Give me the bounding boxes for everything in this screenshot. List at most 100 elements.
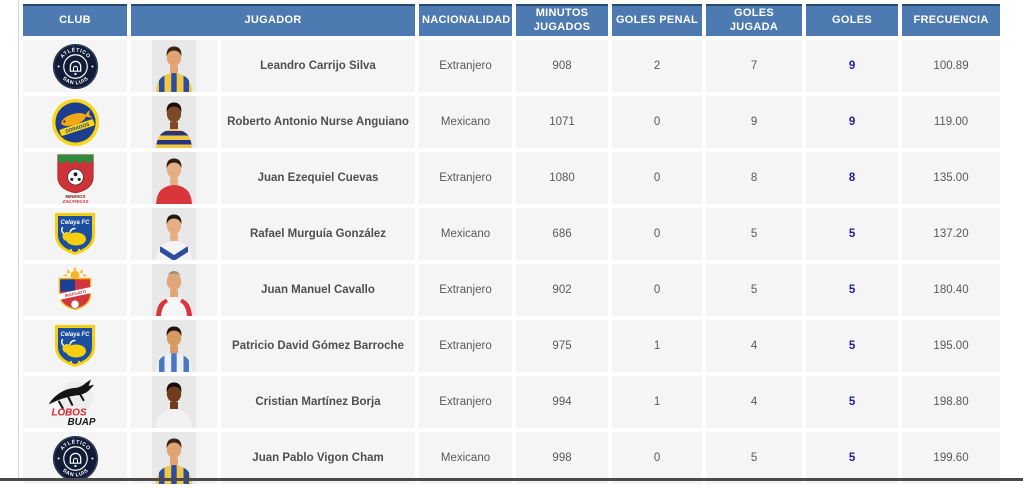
svg-text:SAN LUIS: SAN LUIS <box>61 75 90 86</box>
player-nationality: Extranjero <box>419 40 513 92</box>
player-nationality: Extranjero <box>419 376 513 428</box>
header-minutos-jugados: MINUTOS JUGADOS <box>516 4 609 36</box>
player-name: Roberto Antonio Nurse Anguiano <box>227 116 409 128</box>
player-photo <box>131 320 217 372</box>
open-play-goals: 7 <box>706 40 803 92</box>
header-goles-penal: GOLES PENAL <box>612 4 703 36</box>
minutes-played: 994 <box>516 376 609 428</box>
total-goals: 5 <box>806 376 899 428</box>
svg-text:Celaya FC: Celaya FC <box>60 220 90 226</box>
club-logo-mineros: MINEROS ZACATECAS <box>23 152 127 204</box>
header-nacionalidad: NACIONALIDAD <box>419 4 513 36</box>
club-logo-atletico-san-luis: ATLÉTICO SAN LUIS <box>23 435 127 482</box>
open-play-goals: 5 <box>706 264 803 316</box>
total-goals: 9 <box>806 96 899 148</box>
club-logo-atletico-san-luis: ATLÉTICO SAN LUIS <box>23 43 127 90</box>
open-play-goals: 5 <box>706 432 803 484</box>
total-goals: 9 <box>806 40 899 92</box>
club-logo-celaya: Celaya FC <box>23 321 127 371</box>
table-row: Celaya FC Patricio David Gómez Barroche … <box>23 320 1001 372</box>
penalty-goals: 0 <box>612 208 703 260</box>
minutes-played: 686 <box>516 208 609 260</box>
player-name: Cristian Martínez Borja <box>255 396 381 408</box>
penalty-goals: 0 <box>612 264 703 316</box>
total-goals: 8 <box>806 152 899 204</box>
player-name: Juan Pablo Vigon Cham <box>252 452 384 464</box>
table-row: LOBOS BUAP Cristian Martínez Borja Extra… <box>23 376 1001 428</box>
page-bottom-border <box>0 478 1023 481</box>
total-goals: 5 <box>806 432 899 484</box>
table-row: ATLÉTICO SAN LUIS Juan Pablo Vigon Cham … <box>23 432 1001 484</box>
svg-text:MINEROS: MINEROS <box>65 194 85 199</box>
minutes-played: 998 <box>516 432 609 484</box>
goal-stats-table: CLUB JUGADOR NACIONALIDAD MINUTOS JUGADO… <box>19 0 1004 488</box>
player-photo <box>131 152 217 204</box>
player-photo <box>131 40 217 92</box>
minutes-played: 1080 <box>516 152 609 204</box>
header-jugador: JUGADOR <box>131 4 416 36</box>
player-nationality: Mexicano <box>419 432 513 484</box>
open-play-goals: 9 <box>706 96 803 148</box>
player-nationality: Extranjero <box>419 152 513 204</box>
header-goles: GOLES <box>806 4 899 36</box>
svg-text:IRAPUATO: IRAPUATO <box>64 289 87 299</box>
svg-text:ZACATECAS: ZACATECAS <box>61 199 88 204</box>
svg-text:Celaya FC: Celaya FC <box>60 332 90 338</box>
table-row: ATLÉTICO SAN LUIS Leandro Carrijo Silva … <box>23 40 1001 92</box>
minutes-played: 975 <box>516 320 609 372</box>
player-nationality: Mexicano <box>419 96 513 148</box>
club-logo-irapuato: IRAPUATO <box>23 266 127 314</box>
penalty-goals: 0 <box>612 432 703 484</box>
player-photo <box>131 264 217 316</box>
svg-text:SAN LUIS: SAN LUIS <box>61 467 90 478</box>
player-photo <box>131 208 217 260</box>
header-frecuencia: FRECUENCIA <box>902 4 1001 36</box>
player-name: Leandro Carrijo Silva <box>260 60 376 72</box>
table-body: ATLÉTICO SAN LUIS Leandro Carrijo Silva … <box>23 40 1001 484</box>
player-photo <box>131 376 217 428</box>
open-play-goals: 4 <box>706 376 803 428</box>
svg-text:LOBOS: LOBOS <box>52 407 87 418</box>
total-goals: 5 <box>806 320 899 372</box>
svg-text:BUAP: BUAP <box>67 417 95 426</box>
total-goals: 5 <box>806 264 899 316</box>
player-photo <box>131 96 217 148</box>
club-logo-celaya: Celaya FC <box>23 209 127 259</box>
header-goles-jugada: GOLES JUGADA <box>706 4 803 36</box>
goal-frequency: 135.00 <box>902 152 1001 204</box>
total-goals: 5 <box>806 208 899 260</box>
goal-frequency: 100.89 <box>902 40 1001 92</box>
penalty-goals: 0 <box>612 96 703 148</box>
player-nationality: Mexicano <box>419 208 513 260</box>
goal-frequency: 198.80 <box>902 376 1001 428</box>
player-name: Patricio David Gómez Barroche <box>232 340 404 352</box>
minutes-played: 902 <box>516 264 609 316</box>
page-left-border <box>18 0 19 481</box>
player-photo <box>131 432 217 484</box>
player-name: Rafael Murguía González <box>249 228 387 240</box>
player-nationality: Extranjero <box>419 320 513 372</box>
player-name: Juan Ezequiel Cuevas <box>257 172 379 184</box>
goal-frequency: 137.20 <box>902 208 1001 260</box>
open-play-goals: 4 <box>706 320 803 372</box>
penalty-goals: 2 <box>612 40 703 92</box>
header-club: CLUB <box>23 4 127 36</box>
goal-frequency: 119.00 <box>902 96 1001 148</box>
goal-frequency: 199.60 <box>902 432 1001 484</box>
club-logo-lobos-buap: LOBOS BUAP <box>23 378 127 426</box>
penalty-goals: 1 <box>612 376 703 428</box>
goal-frequency: 195.00 <box>902 320 1001 372</box>
open-play-goals: 5 <box>706 208 803 260</box>
penalty-goals: 1 <box>612 320 703 372</box>
penalty-goals: 0 <box>612 152 703 204</box>
table-header: CLUB JUGADOR NACIONALIDAD MINUTOS JUGADO… <box>23 4 1001 36</box>
player-name: Juan Manuel Cavallo <box>261 284 375 296</box>
table-row: IRAPUATO Juan Manuel Cavallo Extranjero … <box>23 264 1001 316</box>
club-logo-dorados: DORADOS <box>23 98 127 147</box>
table-row: MINEROS ZACATECAS Juan Ezequiel Cuevas E… <box>23 152 1001 204</box>
table-row: DORADOS Roberto Antonio Nurse Anguiano M… <box>23 96 1001 148</box>
minutes-played: 908 <box>516 40 609 92</box>
goal-frequency: 180.40 <box>902 264 1001 316</box>
open-play-goals: 8 <box>706 152 803 204</box>
table-row: Celaya FC Rafael Murguía González Mexica… <box>23 208 1001 260</box>
